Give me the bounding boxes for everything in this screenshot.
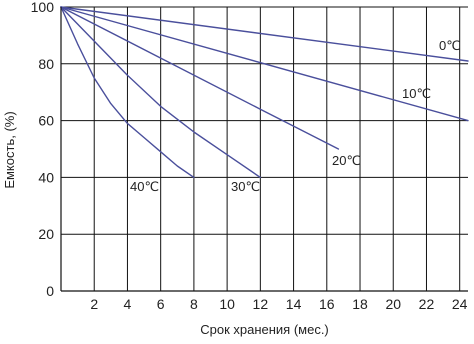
x-tick-label: 18	[352, 296, 368, 312]
labels: 0℃ 10℃ 20℃ 30℃ 40℃	[130, 38, 461, 194]
x-tick-label: 22	[419, 296, 435, 312]
y-tick-label: 60	[38, 113, 54, 129]
y-tick-label: 20	[38, 226, 54, 242]
series-line	[60, 6, 195, 179]
series-label: 10℃	[402, 86, 431, 101]
series-line	[60, 6, 469, 122]
series-line	[60, 6, 261, 179]
series-label: 40℃	[130, 179, 159, 194]
x-tick-label: 10	[219, 296, 235, 312]
x-tick-label: 16	[319, 296, 335, 312]
x-tick-label: 4	[124, 296, 132, 312]
x-tick-label: 24	[452, 296, 468, 312]
series-label: 20℃	[332, 153, 361, 168]
x-tick-label: 6	[157, 296, 165, 312]
series-line	[60, 6, 340, 150]
series-label: 0℃	[439, 38, 461, 53]
x-tick-label: 8	[190, 296, 198, 312]
y-tick-label: 0	[46, 283, 54, 299]
series-line	[60, 6, 469, 62]
series-label: 30℃	[231, 179, 260, 194]
y-axis-title: Емкость, (%)	[2, 111, 17, 188]
x-tick-label: 20	[385, 296, 401, 312]
series-lines	[60, 6, 469, 179]
y-tick-label: 100	[31, 0, 55, 15]
grid	[61, 6, 468, 291]
x-tick-label: 12	[253, 296, 269, 312]
y-tick-label: 40	[38, 169, 54, 185]
y-tick-label: 80	[38, 56, 54, 72]
x-axis-title: Срок хранения (мес.)	[200, 322, 329, 337]
x-tick-label: 14	[286, 296, 302, 312]
x-tick-label: 2	[90, 296, 98, 312]
